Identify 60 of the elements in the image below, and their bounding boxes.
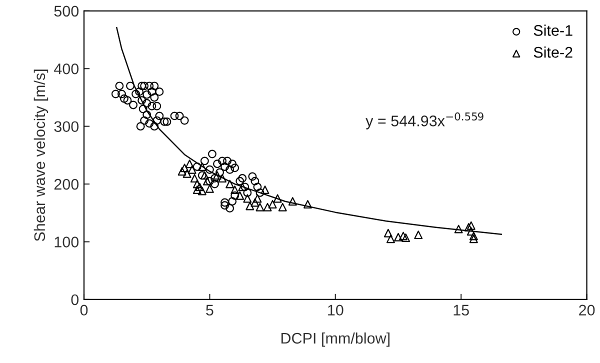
x-axis-title: DCPI [mm/blow] — [281, 332, 390, 347]
x-tick-label: 20 — [579, 304, 595, 316]
point — [185, 160, 194, 168]
point — [402, 233, 410, 242]
annotation: y = 544.93x$^{−0.559}$ — [366, 112, 484, 130]
point — [454, 224, 463, 234]
y-tick-label: 500 — [54, 6, 79, 17]
point — [273, 194, 282, 203]
x-tick-label: 5 — [206, 304, 214, 316]
point — [188, 165, 196, 174]
point — [195, 182, 204, 192]
point — [180, 164, 189, 172]
point — [263, 202, 272, 212]
legend-label: Site-1 — [534, 24, 572, 36]
point — [304, 200, 312, 208]
point — [226, 180, 234, 188]
legend-label: Site-2 — [534, 46, 572, 58]
point — [399, 232, 408, 240]
point — [466, 227, 476, 236]
point — [384, 228, 392, 238]
point — [213, 171, 222, 180]
point — [288, 197, 297, 206]
point — [198, 162, 206, 171]
point — [205, 184, 214, 193]
point — [192, 180, 202, 188]
point — [268, 200, 277, 208]
point — [238, 182, 247, 192]
y-tick-label: 300 — [54, 121, 79, 132]
point — [190, 174, 199, 182]
point — [386, 234, 395, 244]
y-tick-label: 400 — [54, 63, 79, 74]
point — [202, 176, 212, 186]
point — [469, 232, 478, 240]
point — [178, 167, 186, 176]
y-tick-label: 100 — [54, 236, 79, 248]
y-tick-label: 200 — [54, 178, 79, 190]
y-tick-label: 0 — [71, 294, 79, 306]
point — [182, 169, 192, 178]
point — [230, 186, 240, 194]
x-tick-label: 10 — [328, 304, 344, 316]
point — [250, 198, 260, 207]
point — [198, 186, 206, 196]
point — [246, 202, 254, 210]
point — [466, 221, 476, 230]
point — [256, 202, 264, 212]
point — [464, 223, 473, 232]
point — [414, 230, 423, 240]
point — [260, 186, 270, 194]
point — [243, 194, 252, 203]
point — [278, 202, 287, 212]
point — [200, 171, 209, 180]
point — [218, 174, 226, 182]
point — [192, 186, 202, 194]
x-tick-label: 15 — [454, 304, 469, 316]
y-axis-title: Shear wave velocity [m/s] — [34, 70, 48, 242]
point — [394, 232, 402, 242]
point — [236, 191, 244, 200]
point — [469, 234, 478, 244]
point — [253, 194, 262, 203]
x-tick-label: 0 — [80, 304, 88, 316]
